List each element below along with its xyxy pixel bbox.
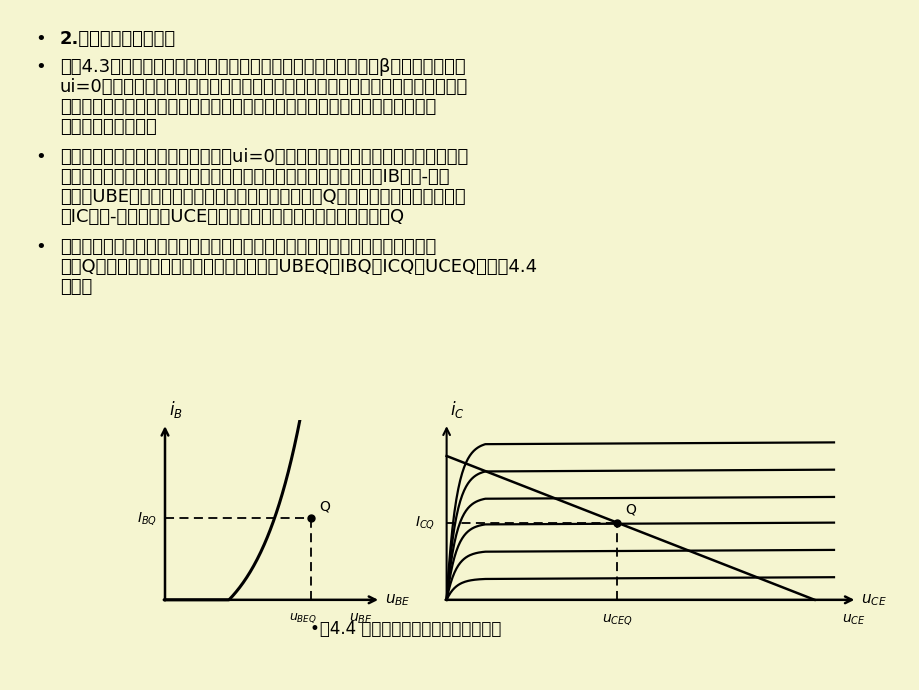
Text: 定的直流量。在三极管的输入、输出特性曲线上，只要知道基极电流IB，基-射极: 定的直流量。在三极管的输入、输出特性曲线上，只要知道基极电流IB，基-射极 [60, 168, 449, 186]
Text: 所示。: 所示。 [60, 278, 92, 296]
Text: Q: Q [624, 502, 635, 516]
Text: 称为静态。当输入信号不为零时，三极管各电极中只有即有直流又有交流，这种: 称为静态。当输入信号不为零时，三极管各电极中只有即有直流又有交流，这种 [60, 98, 436, 116]
Text: ui=0时，三极管各电极中只有直流电流流过，各极间存在直流电压，这种工作状态: ui=0时，三极管各电极中只有直流电流流过，各极间存在直流电压，这种工作状态 [60, 78, 468, 96]
Text: $u_{CE}$: $u_{CE}$ [841, 613, 864, 627]
Text: •: • [35, 238, 46, 256]
Text: •: • [35, 58, 46, 76]
Text: 的位置。因此静态工作点的估算就是估算这四个电量，一般在各电量的符号下标: 的位置。因此静态工作点的估算就是估算这四个电量，一般在各电量的符号下标 [60, 238, 436, 256]
Text: •: • [35, 148, 46, 166]
Text: $u_{CEQ}$: $u_{CEQ}$ [601, 613, 632, 628]
Text: $I_{CQ}$: $I_{CQ}$ [414, 515, 435, 531]
Text: 间电压UBE即可确定在输入特性曲线上的静态工作点Q的位置。只要知道集电极电: 间电压UBE即可确定在输入特性曲线上的静态工作点Q的位置。只要知道集电极电 [60, 188, 465, 206]
Text: Q: Q [319, 499, 330, 513]
Text: $u_{BE}$: $u_{BE}$ [384, 592, 410, 608]
Text: $u_{BEQ}$: $u_{BEQ}$ [289, 611, 317, 625]
Text: $u_{CE}$: $u_{CE}$ [860, 592, 886, 608]
Text: 2.放大电路的工作原理: 2.放大电路的工作原理 [60, 30, 176, 48]
Text: 中加Q强调为静态工作点，四个电量的符号为UBEQ、IBQ、ICQ、UCEQ。如图4.4: 中加Q强调为静态工作点，四个电量的符号为UBEQ、IBQ、ICQ、UCEQ。如图… [60, 258, 537, 276]
Text: $I_{BQ}$: $I_{BQ}$ [137, 510, 157, 526]
Text: 工作状态称为动态。: 工作状态称为动态。 [60, 118, 156, 136]
Text: •图4.4 静态工作点在特性曲线上的位置: •图4.4 静态工作点在特性曲线上的位置 [310, 620, 501, 638]
Text: 在图4.3中，三极管工作在放大状态，其集电极电流是基极电流的β倍。当输入信号: 在图4.3中，三极管工作在放大状态，其集电极电流是基极电流的β倍。当输入信号 [60, 58, 465, 76]
Text: 流IC，集-射极间电压UCE就可确定在输出特性曲线上静态工作点Q: 流IC，集-射极间电压UCE就可确定在输出特性曲线上静态工作点Q [60, 208, 403, 226]
Text: $i_B$: $i_B$ [169, 399, 183, 420]
Text: $i_C$: $i_C$ [450, 399, 465, 420]
Text: 放大电路工作在静态时，输入的信号ui=0，此时三极管各电极的电流和电压都是固: 放大电路工作在静态时，输入的信号ui=0，此时三极管各电极的电流和电压都是固 [60, 148, 468, 166]
Text: $u_{BE}$: $u_{BE}$ [349, 611, 372, 626]
Text: •: • [35, 30, 46, 48]
